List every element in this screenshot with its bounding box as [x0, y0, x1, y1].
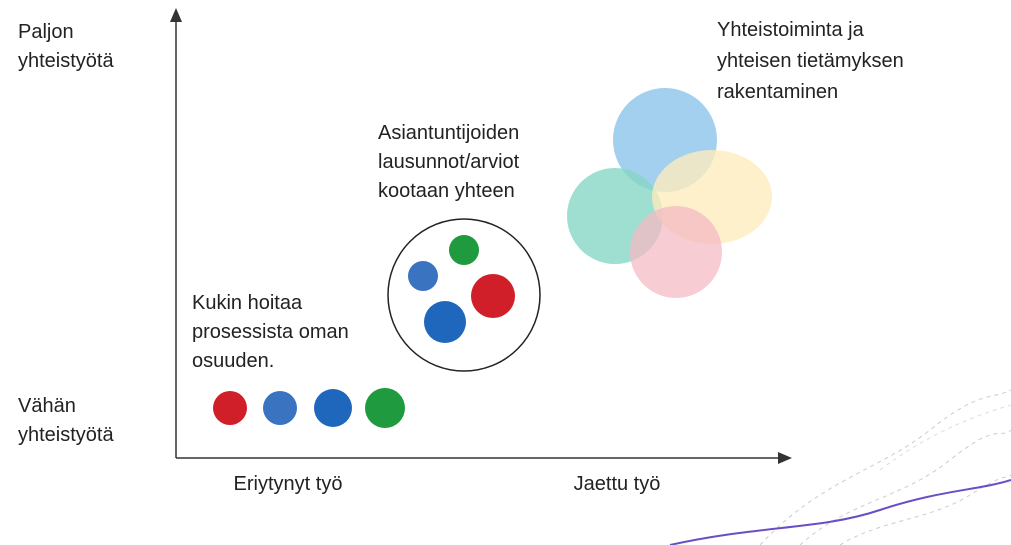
arrow-head	[778, 452, 792, 464]
label-line: yhteistyötä	[18, 50, 114, 72]
x-left-label: Eriytynyt työ	[234, 473, 343, 495]
outer-circle	[387, 218, 541, 372]
x-right-label: Jaettu työ	[574, 473, 661, 495]
label-line: rakentaminen	[717, 81, 838, 103]
decoration	[669, 389, 1011, 545]
label-line: Paljon	[18, 21, 74, 43]
label-line: Kukin hoitaa	[192, 292, 303, 314]
axes	[175, 16, 782, 459]
overlapping-circles	[567, 88, 772, 298]
separate-circles	[213, 388, 405, 428]
group-label: Asiantuntijoiden lausunnot/arviot kootaa…	[378, 122, 525, 202]
circle	[449, 235, 479, 265]
label-line: lausunnot/arviot	[378, 151, 520, 173]
accent-line	[669, 479, 1011, 545]
circle	[424, 301, 466, 343]
circle	[213, 391, 247, 425]
arrow-head	[170, 8, 182, 22]
circle	[263, 391, 297, 425]
label-line: Yhteistoiminta ja	[717, 19, 865, 41]
collected-circles	[387, 218, 541, 372]
label-line: osuuden.	[192, 350, 274, 372]
label-line: Asiantuntijoiden	[378, 122, 519, 144]
group-label: Kukin hoitaa prosessista oman osuuden.	[192, 292, 354, 372]
circle	[408, 261, 438, 291]
circle	[365, 388, 405, 428]
label-line: yhteistyötä	[18, 424, 114, 446]
wave	[839, 474, 1011, 545]
circle	[314, 389, 352, 427]
y-top-label: Paljon yhteistyötä	[18, 21, 114, 72]
group-label: Yhteistoiminta ja yhteisen tietämyksen r…	[717, 19, 909, 103]
y-bottom-label: Vähän yhteistyötä	[18, 395, 114, 446]
wave	[759, 389, 1011, 545]
circle	[471, 274, 515, 318]
wave	[879, 404, 1011, 471]
label-line: Vähän	[18, 395, 76, 417]
circle	[630, 206, 722, 298]
label-line: yhteisen tietämyksen	[717, 50, 904, 72]
label-line: prosessista oman	[192, 321, 349, 343]
wave	[799, 429, 1011, 545]
label-line: kootaan yhteen	[378, 180, 515, 202]
